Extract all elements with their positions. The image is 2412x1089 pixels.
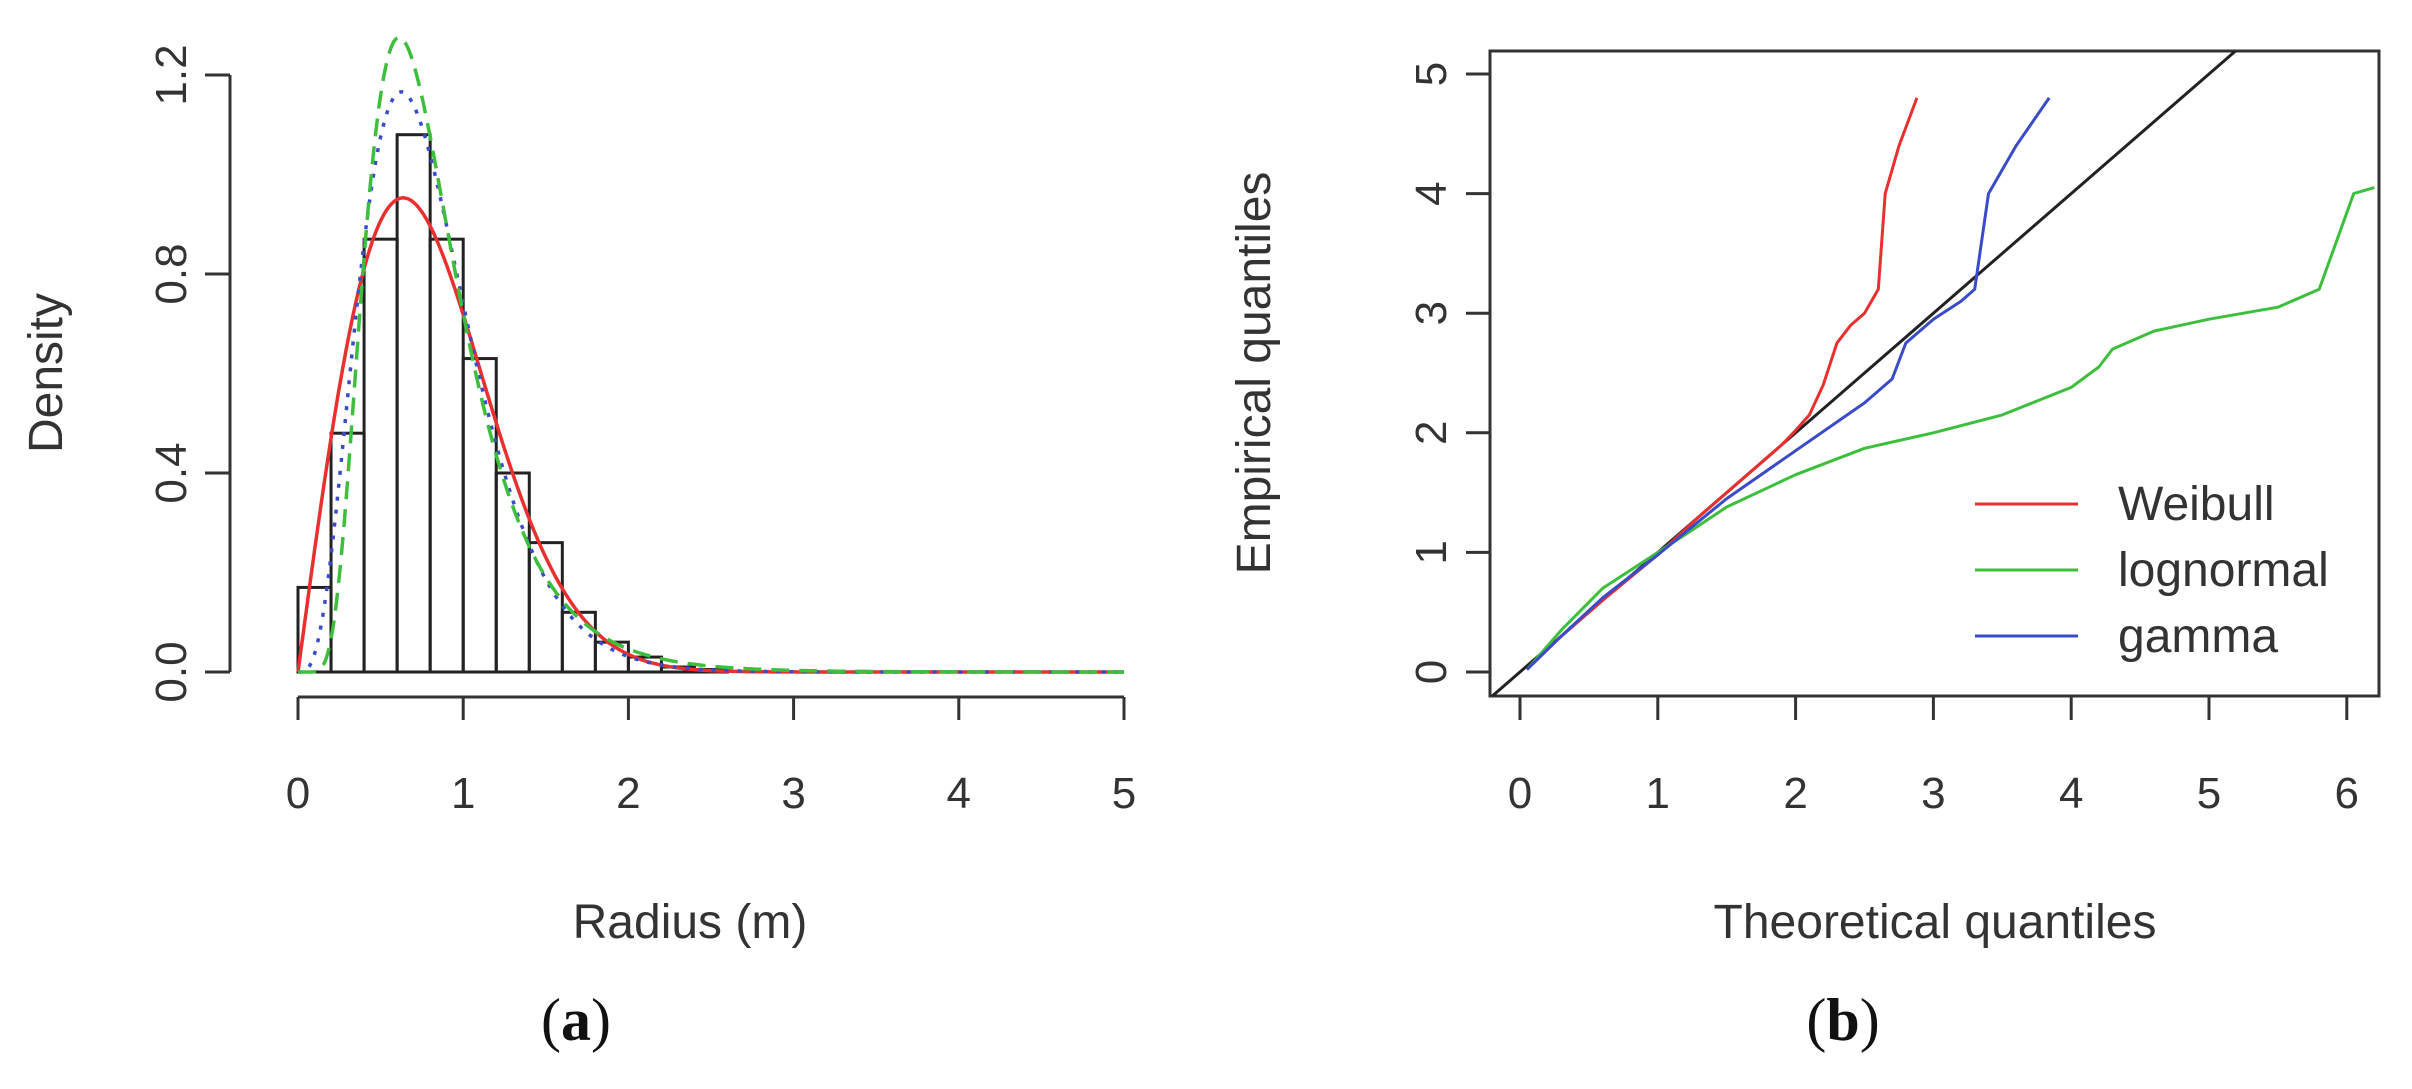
lognormal-density-curve xyxy=(298,35,1124,674)
x-tick-label: 5 xyxy=(1112,769,1136,818)
y-tick-label: 1.2 xyxy=(147,44,196,105)
x-axis-title: Theoretical quantiles xyxy=(1714,896,2157,949)
y-axis-title: Density xyxy=(20,293,73,453)
x-axis-ticks: 0 1 2 3 4 5 xyxy=(286,697,1136,818)
y-tick-label: 0.8 xyxy=(147,243,196,304)
x-tick-label: 1 xyxy=(451,769,475,818)
x-tick-label: 0 xyxy=(286,769,310,818)
panel-a: 0 1 2 3 4 5 0.0 0.4 0.8 1.2 Radius (m) Density (… xyxy=(20,35,1136,1053)
y-tick-label: 5 xyxy=(1407,62,1456,86)
weibull-density-curve xyxy=(296,196,1124,674)
panel-label-b: (b) xyxy=(1806,987,1879,1053)
x-tick-label: 3 xyxy=(1921,769,1945,818)
x-tick-label: 6 xyxy=(2335,769,2359,818)
y-tick-label: 0.4 xyxy=(147,442,196,503)
legend-label-lognormal: lognormal xyxy=(2118,544,2329,597)
legend-label-gamma: gamma xyxy=(2118,610,2278,663)
qq-series xyxy=(1525,97,2375,671)
plot-box xyxy=(1488,49,2381,698)
histogram-bars xyxy=(296,133,1124,674)
lognormal-qq-line xyxy=(1525,186,2375,671)
y-tick-label: 0.0 xyxy=(147,641,196,702)
x-tick-label: 1 xyxy=(1646,769,1670,818)
x-axis-ticks: 0 1 2 3 4 5 6 xyxy=(1508,696,2359,818)
legend: Weibull lognormal gamma xyxy=(1975,478,2329,663)
histogram-bar xyxy=(362,237,399,674)
y-tick-label: 0 xyxy=(1407,660,1456,684)
y-axis-title: Empirical quantiles xyxy=(1228,172,1281,575)
x-tick-label: 2 xyxy=(616,769,640,818)
gamma-qq-line xyxy=(1525,97,2051,671)
x-tick-label: 0 xyxy=(1508,769,1532,818)
gamma-density-curve xyxy=(298,90,1124,674)
x-tick-label: 5 xyxy=(2197,769,2221,818)
y-axis-ticks: 0 1 2 3 4 5 xyxy=(1407,62,1490,684)
weibull-qq-line xyxy=(1525,97,1919,671)
x-tick-label: 4 xyxy=(2059,769,2083,818)
x-tick-label: 2 xyxy=(1783,769,1807,818)
y-tick-label: 1 xyxy=(1407,540,1456,564)
x-tick-label: 4 xyxy=(947,769,971,818)
density-curves xyxy=(296,35,1124,674)
y-tick-label: 2 xyxy=(1407,421,1456,445)
x-tick-label: 3 xyxy=(781,769,805,818)
legend-label-weibull: Weibull xyxy=(2118,478,2275,531)
y-axis-ticks: 0.0 0.4 0.8 1.2 xyxy=(147,44,230,703)
histogram-bar xyxy=(527,541,564,674)
panel-b: 0 1 2 3 4 5 6 0 1 2 3 4 5 Theoretical quantiles Emp… xyxy=(1228,49,2381,1053)
histogram-bar xyxy=(560,610,597,674)
y-tick-label: 3 xyxy=(1407,301,1456,325)
x-axis-title: Radius (m) xyxy=(573,896,808,949)
y-tick-label: 4 xyxy=(1407,181,1456,205)
panel-label-a: (a) xyxy=(541,987,611,1053)
